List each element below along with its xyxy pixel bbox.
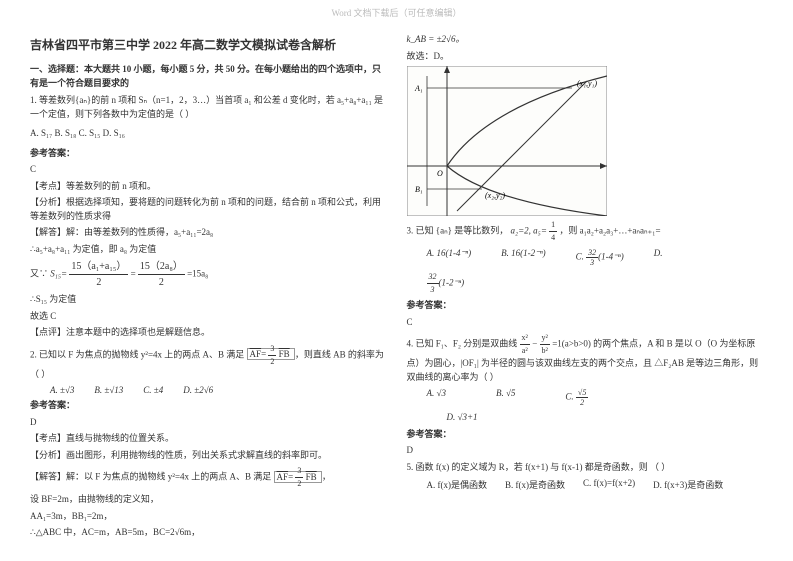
q2-stem-text: 2. 已知以 F 为焦点的抛物线 y²=4x 上的两点 A、B 满足	[30, 349, 244, 359]
q1-frac1-den: 2	[69, 275, 128, 290]
q1-formula-end: =15a₈	[187, 269, 208, 279]
q3-a2: a₂=2, a₅=	[510, 226, 546, 236]
q2-stem: 2. 已知以 F 为焦点的抛物线 y²=4x 上的两点 A、B 满足 AF= 3…	[30, 343, 387, 382]
q2-fx: 【分析】画出图形，利用抛物线的性质，列出关系式求解直线的斜率即可。	[30, 449, 387, 463]
q5-stem: 5. 函数 f(x) 的定义域为 R，若 f(x+1) 与 f(x-1) 都是奇…	[407, 461, 764, 475]
q5-choice-b: B. f(x)是奇函数	[505, 478, 565, 491]
q4-hyp-l: x²a²	[520, 332, 530, 357]
q2-jd3: AA₁=3m，BB₁=2m，	[30, 510, 387, 524]
graph-border	[407, 66, 607, 216]
left-column: 吉林省四平市第三中学 2022 年高二数学文模拟试卷含解析 一、选择题：本大题共…	[30, 30, 387, 543]
q5-choice-a: A. f(x)是偶函数	[427, 478, 488, 491]
q3-choice-b: B. 16(1-2⁻ⁿ)	[501, 248, 546, 267]
q1-choices: A. S₁₇ B. S₁₈ C. S₁₅ D. S₁₆	[30, 127, 387, 141]
q3-choice-a: A. 16(1-4⁻ⁿ)	[427, 248, 472, 267]
q2-choice-d: D. ±2√6	[183, 385, 213, 395]
q1-frac1: 15（a₁+a₁₅） 2	[69, 259, 128, 290]
q3-choice-d-cont: 323(1-2⁻ⁿ)	[427, 271, 764, 296]
q3-choice-c: C. 323(1-4⁻ⁿ)	[576, 248, 624, 267]
q4-cond: =1(a>b>0)	[552, 339, 591, 349]
q2-ratio: 32	[268, 343, 276, 368]
q5-choice-d: D. f(x+3)是奇函数	[653, 478, 723, 491]
q4-choice-c: C. √52	[565, 388, 588, 407]
q2-af-den: 2	[268, 356, 276, 368]
q3-ans: C	[407, 316, 764, 330]
q1-frac2-den: 2	[138, 275, 185, 290]
right-column: k_AB = ±2√6。 故选：D。 (x₁,y₁) (x₂,y₂) O A₁ …	[407, 30, 764, 543]
section-1-header: 一、选择题：本大题共 10 小题，每小题 5 分，共 50 分。在每小题给出的四…	[30, 63, 387, 90]
q1-formula-line: 又∵ S₁₅= 15（a₁+a₁₅） 2 = 15（2a₈） 2 =15a₈	[30, 259, 387, 290]
q4-choice-a: A. √3	[427, 388, 446, 407]
q2-af: AF	[250, 349, 262, 359]
q1-frac2-num: 15（2a₈）	[138, 259, 185, 275]
q3-a5-frac: 14	[549, 219, 557, 244]
q2-jd2: 设 BF=2m，由抛物线的定义知，	[30, 493, 387, 507]
q3-choices: A. 16(1-4⁻ⁿ) B. 16(1-2⁻ⁿ) C. 323(1-4⁻ⁿ) …	[427, 248, 764, 267]
p2-label: (x₂,y₂)	[485, 191, 505, 200]
q1-s15: S₁₅=	[50, 269, 67, 279]
q5-choice-c: C. f(x)=f(x+2)	[583, 478, 635, 491]
q2-answer: D	[30, 416, 387, 430]
q4-ans: D	[407, 444, 764, 458]
q1-formula-prefix: 又∵	[30, 269, 48, 279]
q4-ans-label: 参考答案：	[407, 428, 764, 442]
q1-line3: 故选 C	[30, 310, 387, 324]
q1-answer-label: 参考答案：	[30, 147, 387, 161]
doc-title: 吉林省四平市第三中学 2022 年高二数学文模拟试卷含解析	[30, 36, 387, 53]
a1-label: A₁	[414, 84, 423, 93]
q2-answer-label: 参考答案：	[30, 399, 387, 413]
q3-stem: 3. 已知 {aₙ} 是等比数列， a₂=2, a₅= 14 ，则 a₁a₂+a…	[407, 219, 764, 244]
origin-label: O	[437, 169, 443, 178]
q2-choice-a: A. ±√3	[50, 385, 74, 395]
q1-frac1-num: 15（a₁+a₁₅）	[69, 259, 128, 275]
k-line: k_AB = ±2√6。	[407, 33, 764, 47]
gx: 故选：D。	[407, 50, 764, 64]
q1-stem: 1. 等差数列{aₙ}的前 n 项和 Sₙ（n=1，2，3…）当首项 a₁ 和公…	[30, 94, 387, 121]
q1-line1: ∴a₅+a₈+a₁₁ 为定值，即 a₈ 为定值	[30, 243, 387, 257]
q4-choice-b: B. √5	[496, 388, 515, 407]
q2-kd: 【考点】直线与抛物线的位置关系。	[30, 432, 387, 446]
q4-stem: 4. 已知 F₁、F₂ 分别是双曲线 x²a² − y²b² =1(a>b>0)…	[407, 332, 764, 384]
q1-jieda: 【解答】解：由等差数列的性质得，a₅+a₁₁=2a₈	[30, 226, 387, 240]
q1-dianping: 【点评】注意本题中的选择项也是解题信息。	[30, 326, 387, 340]
q1-frac2: 15（2a₈） 2	[138, 259, 185, 290]
q2-jd: 【解答】解：以 F 为焦点的抛物线 y²=4x 上的两点 A、B 满足 AF= …	[30, 465, 387, 490]
q2-af-num: 3	[268, 343, 276, 356]
q4-choice-d: D. √3+1	[447, 411, 764, 425]
q1-answer: C	[30, 163, 387, 177]
q3-choice-d: D.	[654, 248, 663, 267]
p1-label: (x₁,y₁)	[577, 79, 597, 88]
q2-choice-b: B. ±√13	[94, 385, 123, 395]
q2-ratio-box-2: AF= 32 FB	[274, 471, 322, 483]
q1-fenxi: 【分析】根据选择项知，要将题的问题转化为前 n 项和的问题，结合前 n 项和公式…	[30, 196, 387, 223]
parabola-graph: (x₁,y₁) (x₂,y₂) O A₁ B₁	[407, 66, 607, 216]
eq1: =	[131, 269, 136, 279]
q2-choice-c: C. ±4	[143, 385, 163, 395]
q4-choices: A. √3 B. √5 C. √52	[427, 388, 764, 407]
two-column-layout: 吉林省四平市第三中学 2022 年高二数学文模拟试卷含解析 一、选择题：本大题共…	[30, 30, 763, 543]
q2-fb: FB	[279, 349, 290, 359]
q1-kaodian: 【考点】等差数列的前 n 项和。	[30, 180, 387, 194]
q5-choices: A. f(x)是偶函数 B. f(x)是奇函数 C. f(x)=f(x+2) D…	[427, 478, 764, 491]
q2-jd4: ∴△ABC 中，AC=m，AB=5m，BC=2√6m，	[30, 526, 387, 540]
q1-line2: ∴S₁₅ 为定值	[30, 293, 387, 307]
q3-ans-label: 参考答案：	[407, 299, 764, 313]
q2-choices: A. ±√3 B. ±√13 C. ±4 D. ±2√6	[50, 385, 387, 395]
b1-label: B₁	[415, 185, 423, 194]
q3-stem-end: ，则 a₁a₂+a₂a₃+…+aₙaₙ₊₁=	[559, 226, 660, 236]
q4-hyp-r: y²b²	[540, 332, 550, 357]
q2-ratio-box: AF= 32 FB	[247, 348, 295, 360]
watermark: Word 文档下载后（可任意编辑）	[0, 6, 793, 19]
